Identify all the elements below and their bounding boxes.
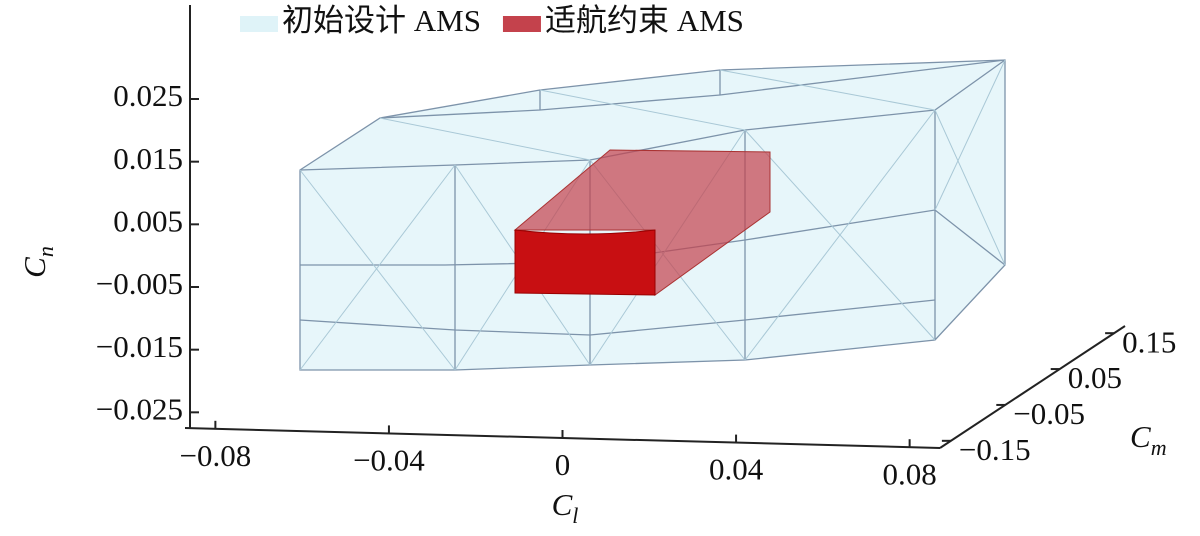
- legend-label: 适航约束 AMS: [545, 3, 744, 38]
- constrained-ams-body: [513, 149, 771, 296]
- y-tick-label: −0.005: [96, 266, 183, 301]
- x-tick-label: 0.08: [883, 456, 937, 491]
- z-axis-label: Cm: [1130, 419, 1167, 460]
- z-tick-label: −0.15: [959, 432, 1031, 467]
- y-tick-label: 0.015: [113, 141, 183, 176]
- legend-swatch: [240, 16, 278, 32]
- y-tick-label: 0.005: [113, 203, 183, 238]
- z-axis: [939, 325, 1126, 449]
- y-tick-label: −0.025: [96, 391, 183, 426]
- y-axis-label: Cn: [17, 246, 58, 278]
- legend-label: 初始设计 AMS: [282, 3, 481, 38]
- y-tick-label: 0.025: [113, 78, 183, 113]
- x-tick-label: 0: [555, 447, 571, 482]
- x-tick-label: −0.08: [180, 438, 252, 473]
- z-tick-label: 0.15: [1122, 324, 1176, 359]
- legend-swatch: [502, 16, 541, 32]
- x-tick-label: −0.04: [353, 443, 425, 478]
- z-tick-label: 0.05: [1068, 360, 1122, 395]
- x-axis-label: Cl: [552, 487, 579, 528]
- x-tick-label: 0.04: [709, 452, 764, 487]
- y-tick-label: −0.015: [96, 329, 183, 364]
- z-tick-label: −0.05: [1013, 396, 1085, 431]
